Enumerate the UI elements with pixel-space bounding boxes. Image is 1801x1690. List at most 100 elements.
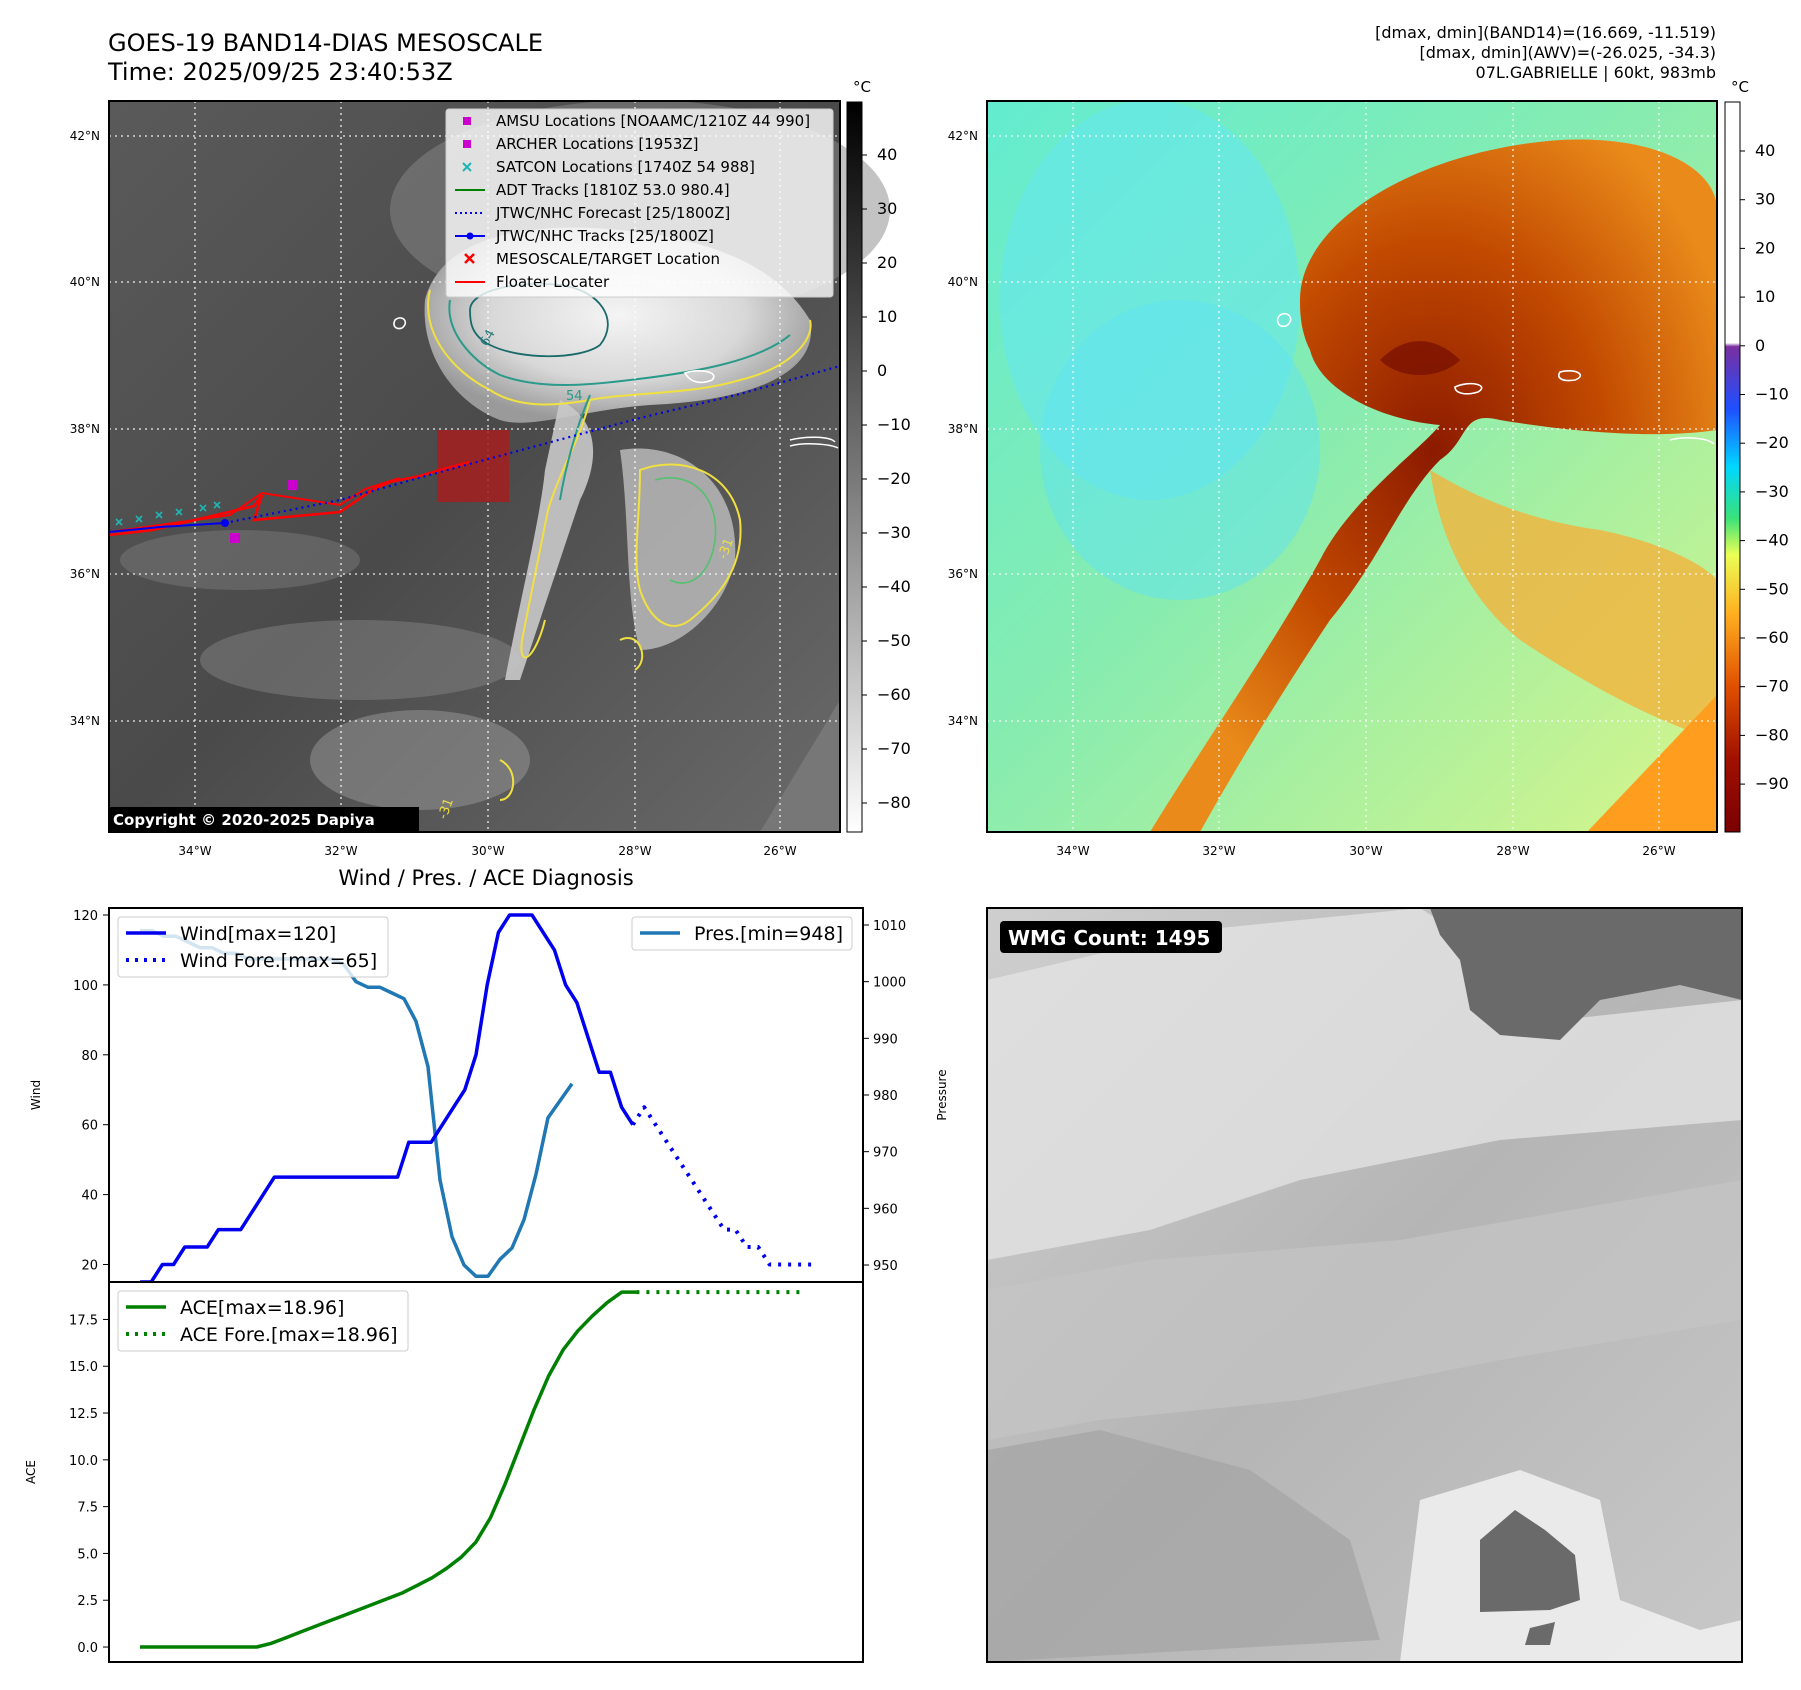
wv-colorbar: °C 40 30 20 10 0 −10 −20 −30 −40 −50 −60 −70 −80 −90 (1724, 78, 1789, 833)
wv-storm-shield (1150, 139, 1717, 832)
ace-ytick-label: 15.0 (69, 1360, 98, 1375)
ace-ytick-label: 7.5 (77, 1501, 98, 1516)
wv-colorbar-tick-label: −60 (1755, 628, 1789, 647)
ir-lat-tick: 42°N (70, 129, 100, 143)
ir-colorbar-tick-label: −60 (877, 685, 911, 704)
legend-pressure-label: Pres.[min=948] (694, 923, 843, 945)
wv-colorbar-unit: °C (1731, 78, 1749, 96)
legend-wind-label: Wind[max=120] (180, 923, 336, 945)
wv-nodata-corner (1587, 695, 1717, 832)
legend-mesoscale-label: MESOSCALE/TARGET Location (496, 250, 720, 268)
wind-ytick-label: 20 (81, 1259, 98, 1274)
ir-colorbar-tick-label: −70 (877, 739, 911, 758)
legend-ace-label: ACE[max=18.96] (180, 1297, 344, 1319)
ir-lon-tick: 28°W (618, 844, 651, 858)
ir-contour-label: 64 (477, 327, 498, 349)
wind-ytick-label: 40 (81, 1189, 98, 1204)
jtwc-track-line (108, 522, 226, 533)
ir-contour-white (393, 317, 715, 384)
pressure-legend: Pres.[min=948] (631, 916, 853, 951)
wv-colorbar-tick-label: 10 (1755, 287, 1775, 306)
wind-axis-label: Wind (29, 1080, 43, 1110)
wmg-count-badge (1000, 921, 1222, 953)
wv-colorbar-tick-label: −10 (1755, 385, 1789, 404)
jtwc-forecast-line (224, 364, 841, 525)
ace-ytick-label: 2.5 (77, 1594, 98, 1609)
wmg-dark-region (1430, 908, 1742, 1040)
legend-archer-label: ARCHER Locations [1953Z] (496, 135, 699, 153)
ir-lon-tick: 26°W (763, 844, 796, 858)
wv-gridlines (987, 101, 1717, 832)
legend-satcon-swatch (462, 162, 472, 172)
ir-lon-axis: 34°W 32°W 30°W 28°W 26°W (178, 844, 796, 858)
ace-legend: ACE[max=18.96] ACE Fore.[max=18.96] (117, 1290, 409, 1352)
wv-lon-tick: 26°W (1642, 844, 1675, 858)
legend-ace-fore-label: ACE Fore.[max=18.96] (180, 1324, 398, 1346)
wv-lat-tick: 38°N (948, 422, 978, 436)
wv-colorbar-tick-label: 30 (1755, 190, 1775, 209)
satcon-location-markers (115, 501, 221, 526)
ace-ytick-label: 0.0 (77, 1641, 98, 1656)
pressure-ytick-label: 970 (873, 1146, 898, 1161)
ir-colorbar-tick-label: 40 (877, 145, 897, 164)
ir-map-frame (108, 100, 841, 833)
legend-adt-label: ADT Tracks [1810Z 53.0 980.4] (496, 181, 730, 199)
legend-amsu-swatch (463, 117, 471, 125)
legend-amsu-label: AMSU Locations [NOAAMC/1210Z 44 990] (496, 112, 810, 130)
wv-lat-tick: 36°N (948, 567, 978, 581)
band14-range: [dmax, dmin](BAND14)=(16.669, -11.519) (1375, 23, 1716, 42)
wind-pressure-chart: 20 40 60 80 100 120 950 960 970 980 990 1000 1010 (73, 907, 906, 1284)
ir-lon-tick: 30°W (471, 844, 504, 858)
ir-lon-tick: 34°W (178, 844, 211, 858)
awv-range: [dmax, dmin](AWV)=(-26.025, -34.3) (1419, 43, 1716, 62)
ir-colorbar-tick-label: −30 (877, 523, 911, 542)
wind-ytick-label: 100 (73, 979, 98, 994)
wv-colorbar-tick-label: −20 (1755, 433, 1789, 452)
figure-title: GOES-19 BAND14-DIAS MESOSCALE (108, 29, 543, 57)
ace-axis-label: ACE (24, 1460, 38, 1484)
ir-colorbar-tick-label: 10 (877, 307, 897, 326)
wv-colorbar-tick-label: −40 (1755, 531, 1789, 550)
ace-ytick-label: 12.5 (69, 1407, 98, 1422)
mesoscale-target-box (437, 430, 509, 502)
legend-forecast-label: JTWC/NHC Forecast [25/1800Z] (495, 204, 730, 222)
pressure-ytick-label: 950 (873, 1259, 898, 1274)
copyright-text: Copyright © 2020-2025 Dapiya (113, 811, 375, 829)
pressure-axis-label: Pressure (935, 1069, 949, 1120)
ir-colorbar-tick-label: 30 (877, 199, 897, 218)
ir-lat-tick: 38°N (70, 422, 100, 436)
archer-location-marker (230, 533, 240, 543)
wmg-frame (986, 907, 1743, 1663)
wv-lon-axis: 34°W 32°W 30°W 28°W 26°W (1056, 844, 1675, 858)
wv-lon-tick: 34°W (1056, 844, 1089, 858)
wv-map-frame (986, 100, 1718, 833)
ir-contour-label: -31 (436, 796, 457, 821)
legend-wind-fore-label: Wind Fore.[max=65] (180, 950, 377, 972)
wv-lat-tick: 42°N (948, 129, 978, 143)
wv-contour-white (1276, 312, 1715, 445)
wmg-count-text: WMG Count: 1495 (1008, 926, 1210, 950)
floater-locator-track (108, 460, 471, 537)
ir-lat-tick: 34°N (70, 714, 100, 728)
pressure-ytick-label: 980 (873, 1089, 898, 1104)
pressure-ytick-label: 960 (873, 1202, 898, 1217)
ir-contour-teal (448, 299, 791, 386)
ace-ytick-label: 10.0 (69, 1454, 98, 1469)
storm-info: 07L.GABRIELLE | 60kt, 983mb (1476, 63, 1716, 82)
wv-map-panel (986, 100, 1718, 833)
diagnosis-title: Wind / Pres. / ACE Diagnosis (338, 866, 633, 890)
wv-lon-tick: 28°W (1496, 844, 1529, 858)
ir-colorbar-tick-label: −40 (877, 577, 911, 596)
ir-contour-label: 54 (566, 389, 583, 404)
wv-lon-tick: 32°W (1202, 844, 1235, 858)
amsu-location-marker (288, 480, 298, 490)
ir-colorbar: °C 40 30 20 10 0 −10 −20 −30 −40 −50 −60 −70 −80 (846, 78, 911, 833)
legend-satcon-label: SATCON Locations [1740Z 54 988] (496, 158, 755, 176)
ir-contour-yellow (427, 289, 812, 406)
wind-ytick-label: 60 (81, 1119, 98, 1134)
pressure-ytick-label: 1000 (873, 976, 906, 991)
ir-colorbar-tick-label: −80 (877, 793, 911, 812)
ir-legend: AMSU Locations [NOAAMC/1210Z 44 990] ARC… (445, 108, 834, 298)
wv-colorbar-tick-label: −90 (1755, 774, 1789, 793)
ir-colorbar-tick-label: 20 (877, 253, 897, 272)
